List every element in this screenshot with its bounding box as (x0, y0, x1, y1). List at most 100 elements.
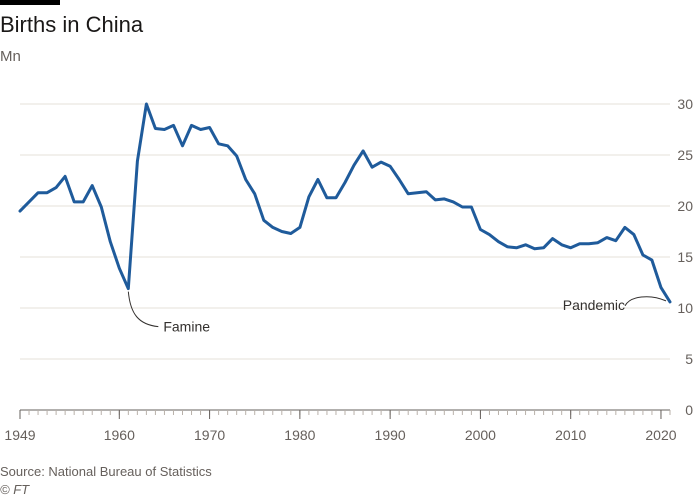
chart-title: Births in China (0, 12, 144, 37)
brand-bar (0, 0, 60, 5)
data-point (434, 198, 437, 201)
data-point (650, 259, 653, 262)
data-point (669, 300, 672, 303)
data-point (109, 240, 112, 243)
data-point (524, 243, 527, 246)
annotations-layer: Famine Pandemic (127, 291, 667, 335)
data-point (145, 103, 148, 106)
data-point (271, 226, 274, 229)
y-tick-label: 10 (677, 300, 693, 316)
data-point (154, 127, 157, 130)
data-point (82, 200, 85, 203)
data-point (425, 190, 428, 193)
data-point (380, 161, 383, 164)
data-point (244, 178, 247, 181)
data-point (641, 253, 644, 256)
data-point (190, 124, 193, 127)
data-point (560, 243, 563, 246)
data-point (659, 286, 662, 289)
series-line-births (18, 102, 672, 304)
data-point (452, 200, 455, 203)
data-point (298, 226, 301, 229)
data-point (136, 160, 139, 163)
data-point (353, 164, 356, 167)
x-tick-label: 1990 (375, 427, 406, 443)
y-tick-label: 25 (677, 147, 693, 163)
source-note: Source: National Bureau of Statistics (0, 464, 212, 479)
data-point (578, 242, 581, 245)
data-point (46, 191, 49, 194)
data-point (407, 192, 410, 195)
data-point (614, 239, 617, 242)
credit-note: © FT (0, 482, 30, 497)
data-point (569, 246, 572, 249)
data-point (587, 242, 590, 245)
famine-label: Famine (163, 319, 210, 335)
y-axis-unit-label: Mn (0, 48, 21, 65)
x-tick-label: 2020 (645, 427, 676, 443)
data-point (217, 142, 220, 145)
series-layer (18, 102, 672, 304)
data-point (127, 287, 130, 290)
data-point (307, 195, 310, 198)
data-point (91, 184, 94, 187)
gridlines (20, 103, 670, 411)
data-point (344, 181, 347, 184)
data-point (416, 191, 419, 194)
data-point (443, 197, 446, 200)
data-point (470, 206, 473, 209)
data-point (461, 206, 464, 209)
data-point (253, 192, 256, 195)
data-point (515, 246, 518, 249)
x-tick-label: 1960 (104, 427, 135, 443)
data-point (199, 128, 202, 131)
data-point (235, 155, 238, 158)
data-point (208, 126, 211, 129)
data-point (334, 196, 337, 199)
data-point (605, 236, 608, 239)
pandemic-label: Pandemic (563, 297, 625, 313)
data-point (28, 200, 31, 203)
data-point (533, 247, 536, 250)
data-point (623, 226, 626, 229)
data-point (181, 144, 184, 147)
data-point (100, 206, 103, 209)
data-point (542, 246, 545, 249)
data-point (262, 219, 265, 222)
data-point (596, 241, 599, 244)
data-point (497, 240, 500, 243)
data-point (325, 196, 328, 199)
data-point (55, 186, 58, 189)
data-point (506, 245, 509, 248)
y-tick-label: 5 (685, 351, 693, 367)
data-point (289, 232, 292, 235)
data-point (226, 144, 229, 147)
famine-connector (127, 291, 159, 328)
data-point (362, 149, 365, 152)
data-point (488, 233, 491, 236)
data-point (398, 178, 401, 181)
y-tick-label: 30 (677, 96, 693, 112)
data-point (37, 191, 40, 194)
y-tick-label: 0 (685, 402, 693, 418)
data-point (280, 230, 283, 233)
x-tick-label: 2000 (465, 427, 496, 443)
data-point (389, 165, 392, 168)
data-point (163, 128, 166, 131)
data-point (118, 267, 121, 270)
x-axis-ticks: 1949 1960 1970 1980 1990 2000 2010 2020 (4, 410, 677, 443)
data-point (19, 210, 22, 213)
x-tick-label: 1980 (284, 427, 315, 443)
data-point (316, 178, 319, 181)
pandemic-connector (624, 296, 667, 307)
data-point (172, 124, 175, 127)
x-tick-label: 1970 (194, 427, 225, 443)
x-tick-label: 2010 (555, 427, 586, 443)
y-tick-label: 15 (677, 249, 693, 265)
data-point (551, 237, 554, 240)
data-point (371, 166, 374, 169)
data-point (479, 228, 482, 231)
data-point (64, 175, 67, 178)
line-chart: 0 5 10 15 20 25 30 1949 1960 1970 1980 1990 2000 201… (4, 96, 693, 443)
data-point (632, 233, 635, 236)
